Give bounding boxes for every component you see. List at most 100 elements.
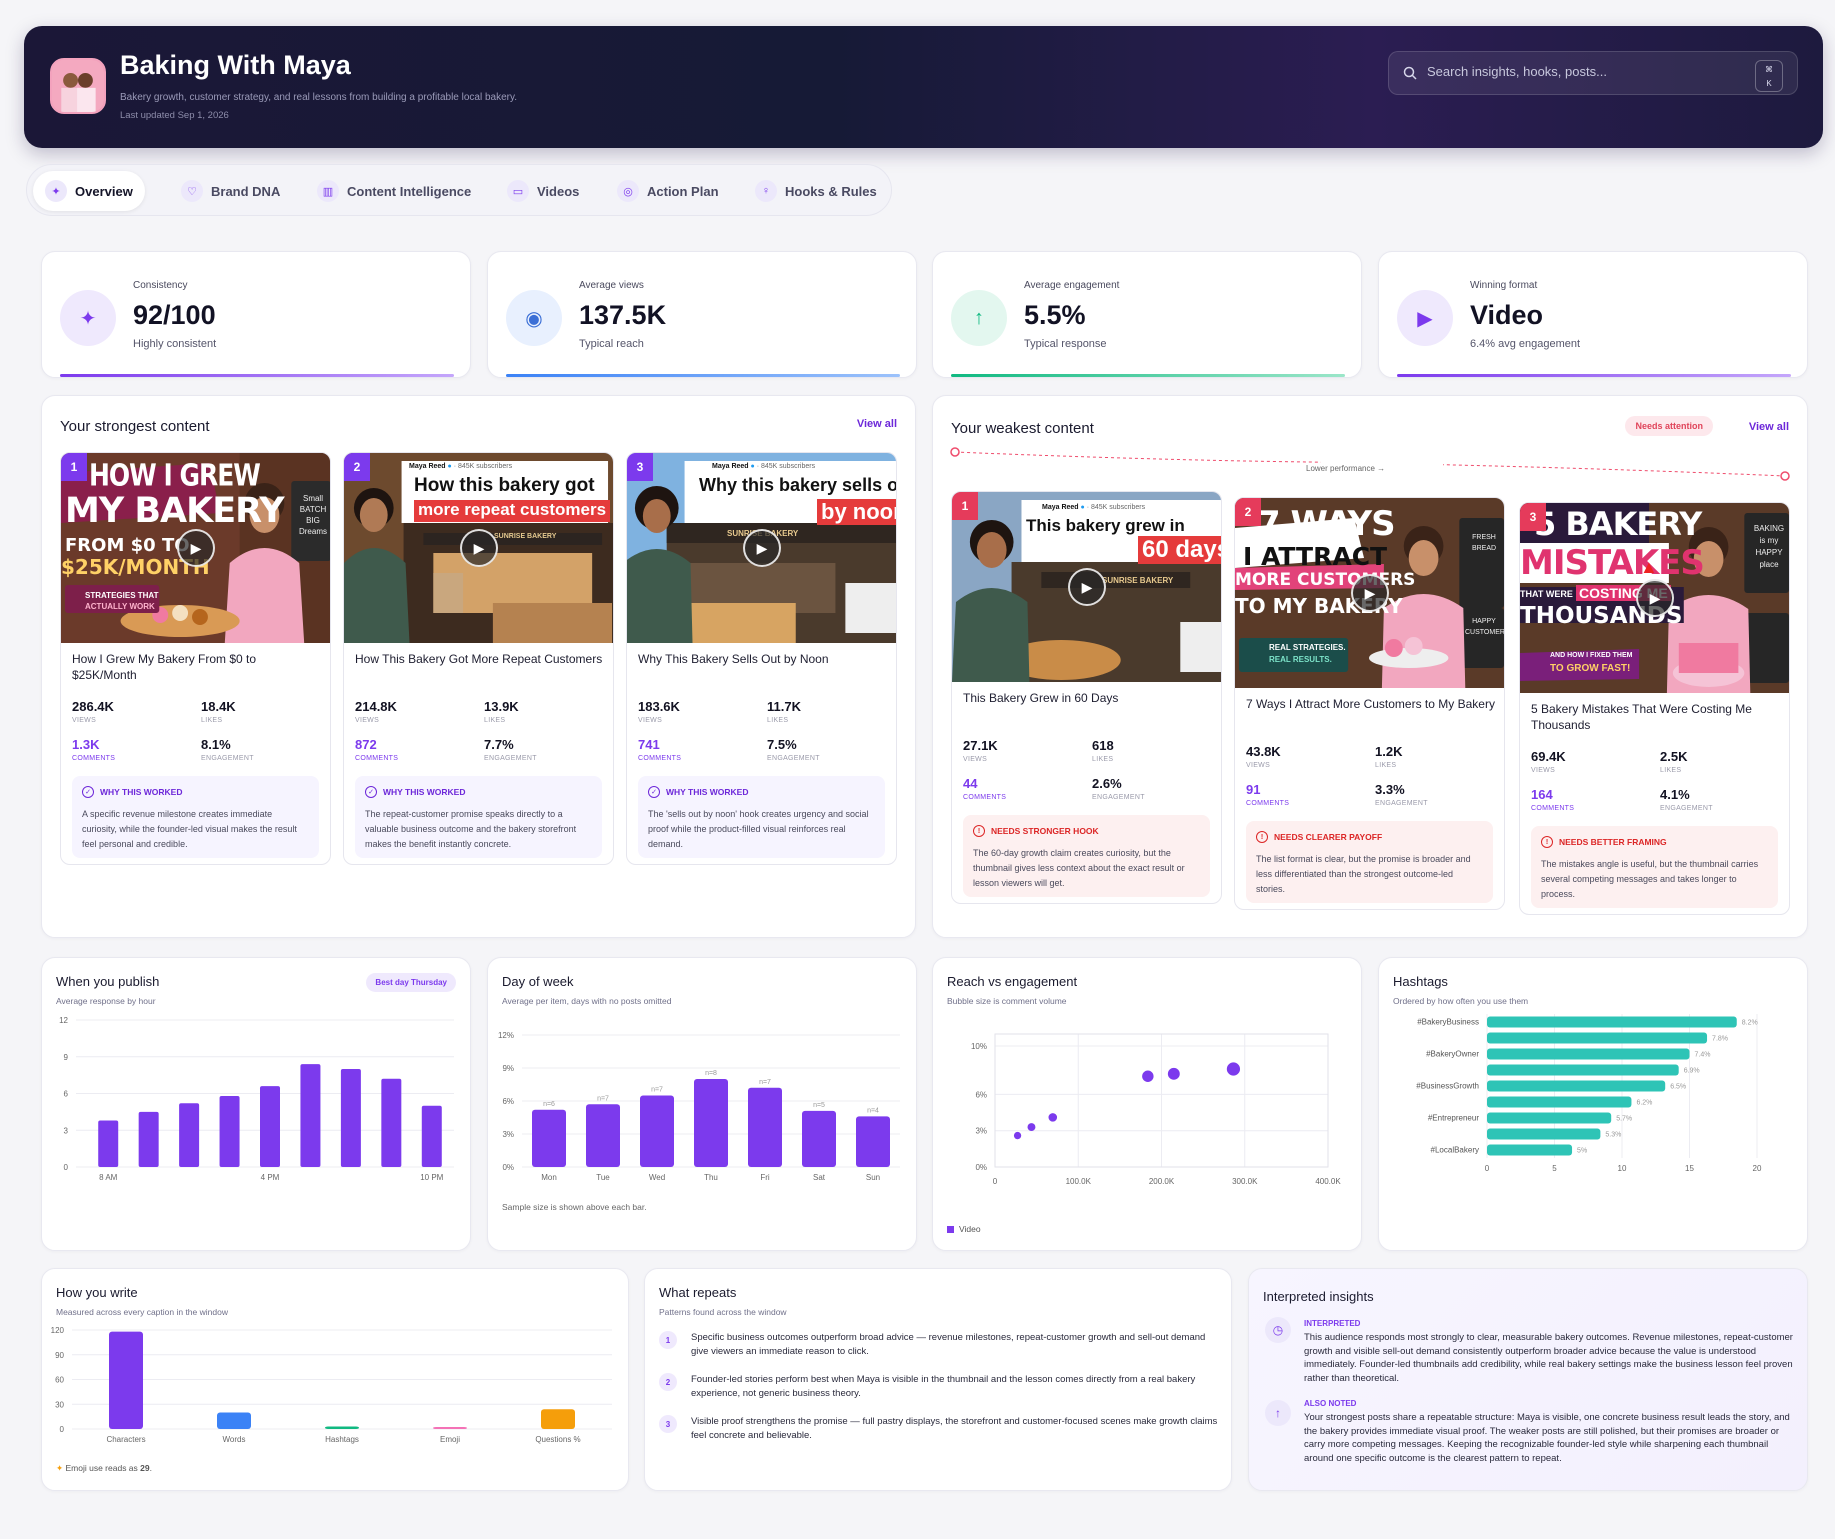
- author-meta: · 845K subscribers: [756, 463, 816, 470]
- eye-icon: ◉: [506, 290, 562, 346]
- why-heading: ! NEEDS CLEARER PAYOFF: [1256, 831, 1483, 843]
- y-tick-label: 0: [60, 1425, 65, 1434]
- y-tick-label: 0%: [502, 1163, 514, 1172]
- scatter-point: [1142, 1070, 1154, 1082]
- thumbnail-highlight: more repeat customers: [414, 500, 611, 522]
- sample-size-label: n=6: [543, 1101, 555, 1108]
- kpi-card-views: ◉ Average views 137.5K Typical reach: [487, 251, 917, 378]
- why-text: The 'sells out by noon' hook creates urg…: [648, 809, 869, 849]
- video-card[interactable]: Maya Reed ● · 845K subscribers How this …: [343, 452, 614, 865]
- chart-subtitle: Average per item, days with no posts omi…: [502, 996, 672, 1006]
- bar: [325, 1426, 359, 1429]
- tab-hooks-rules[interactable]: ♀ Hooks & Rules: [743, 171, 889, 211]
- tab-label: Brand DNA: [211, 183, 281, 199]
- chart-subtitle: Bubble size is comment volume: [947, 996, 1067, 1006]
- pattern-text: Specific business outcomes outperform br…: [691, 1332, 1206, 1357]
- author-name: Maya Reed: [1042, 504, 1079, 511]
- x-tick-label: 100.0K: [1066, 1177, 1092, 1186]
- kpi-value: 92/100: [133, 300, 216, 330]
- sign-text: CUSTOMERS: [1465, 629, 1504, 636]
- tab-brand-dna[interactable]: ♡ Brand DNA: [169, 171, 292, 211]
- bar: [586, 1104, 620, 1167]
- play-icon[interactable]: ▶: [177, 529, 215, 567]
- scatter-point: [1226, 1062, 1241, 1076]
- sign-text: Dreams: [298, 527, 327, 536]
- video-card[interactable]: Maya Reed ● · 845K subscribers This bake…: [951, 491, 1222, 904]
- tab-action-plan[interactable]: ◎ Action Plan: [605, 171, 731, 211]
- play-icon[interactable]: ▶: [743, 529, 781, 567]
- y-tick-label: 0: [64, 1163, 69, 1172]
- x-tick-label: 4 PM: [261, 1173, 280, 1182]
- play-icon[interactable]: ▶: [1636, 579, 1674, 617]
- views-value: 69.4K: [1531, 749, 1566, 764]
- play-icon[interactable]: ▶: [460, 529, 498, 567]
- y-tick-label: 9: [64, 1053, 69, 1062]
- play-icon[interactable]: ▶: [1351, 574, 1389, 612]
- tab-overview[interactable]: ✦ Overview: [33, 171, 145, 211]
- performance-label: Lower performance →: [1306, 464, 1386, 473]
- thumbnail-text: MY BAKERY: [65, 491, 285, 531]
- thumbnail-highlight: by noon: [817, 499, 896, 525]
- pattern-text: Visible proof strengthens the promise — …: [691, 1416, 1218, 1441]
- arrow-up-icon: ↑: [951, 290, 1007, 346]
- bar-value-label: 6.9%: [1684, 1068, 1700, 1075]
- why-title: WHY THIS WORKED: [100, 787, 183, 797]
- view-all-link[interactable]: View all: [1748, 421, 1789, 433]
- video-thumbnail: 7 WAYS I ATTRACT MORE CUSTOMERS TO MY BA…: [1235, 498, 1504, 688]
- views-value: 286.4K: [72, 699, 114, 714]
- search-box[interactable]: ⌘K: [1388, 51, 1798, 95]
- bar: [219, 1095, 240, 1167]
- comments-value: 872: [355, 737, 377, 752]
- views-label: VIEWS: [963, 756, 988, 763]
- pattern-number: 2: [659, 1373, 677, 1391]
- scatter-point: [1013, 1131, 1022, 1140]
- reach-engagement-chart: Reach vs engagement Bubble size is comme…: [932, 957, 1362, 1251]
- thumbnail-text: HOW I GREW: [89, 458, 261, 493]
- bar: [1487, 1112, 1612, 1124]
- y-tick-label: 3%: [975, 1127, 987, 1136]
- thumbnail-text: AND HOW I FIXED THEM: [1550, 652, 1633, 659]
- publish-time-chart: When you publish Average response by hou…: [41, 957, 471, 1251]
- thumbnail-sign: Small BATCH BIG Dreams: [297, 493, 329, 537]
- kpi-accent-bar: [506, 374, 900, 377]
- tab-content-intelligence[interactable]: ▥ Content Intelligence: [305, 171, 483, 211]
- search-input[interactable]: [1427, 64, 1727, 79]
- sign-text: HAPPY: [1755, 548, 1783, 557]
- comments-label: COMMENTS: [355, 755, 399, 762]
- comments-label: COMMENTS: [638, 755, 682, 762]
- video-card[interactable]: HOW I GREW MY BAKERY FROM $0 TO $25K/MON…: [60, 452, 331, 865]
- video-card[interactable]: Maya Reed ● · 845K subscribers Why this …: [626, 452, 897, 865]
- video-card[interactable]: 5 BAKERY MISTAKES ▲ THAT WERE COSTING ME…: [1519, 502, 1790, 915]
- comments-label: COMMENTS: [72, 755, 116, 762]
- y-tick-label: 6%: [502, 1097, 514, 1106]
- shop-sign: SUNRISE BAKERY: [1102, 576, 1174, 585]
- play-icon[interactable]: ▶: [1068, 568, 1106, 606]
- bar: [179, 1103, 200, 1167]
- x-tick-label: Characters: [106, 1435, 145, 1444]
- x-tick-label: Wed: [649, 1173, 665, 1182]
- sign-text: BATCH: [299, 505, 327, 514]
- bar: [109, 1331, 143, 1429]
- section-subtitle: Patterns found across the window: [659, 1307, 787, 1317]
- comments-value: 741: [638, 737, 660, 752]
- bar: [381, 1078, 402, 1167]
- likes-label: LIKES: [1660, 767, 1682, 774]
- x-tick-label: 10 PM: [420, 1173, 443, 1182]
- view-all-link[interactable]: View all: [856, 418, 897, 430]
- what-repeats-panel: What repeats Patterns found across the w…: [644, 1268, 1232, 1491]
- tab-videos[interactable]: ▭ Videos: [495, 171, 591, 211]
- section-title: Your weakest content: [951, 420, 1094, 437]
- bar: [98, 1120, 119, 1167]
- bar: [1487, 1128, 1601, 1140]
- strongest-content-panel: Your strongest content View all HOW I GR…: [41, 395, 916, 938]
- video-card[interactable]: 7 WAYS I ATTRACT MORE CUSTOMERS TO MY BA…: [1234, 497, 1505, 910]
- kbd-command: ⌘: [1765, 65, 1773, 74]
- comments-value: 1.3K: [72, 737, 100, 752]
- comments-value: 164: [1531, 787, 1553, 802]
- likes-label: LIKES: [767, 717, 789, 724]
- last-updated: Last updated Sep 1, 2026: [120, 110, 229, 121]
- thumbnail-headline: This bakery grew in: [1026, 516, 1185, 535]
- tab-label: Videos: [537, 183, 580, 199]
- hashtags-bar-chart: 0 5 10 15 20 8.2% #BakeryBusiness 7.8% 7.4% #Bake…: [1416, 1014, 1762, 1173]
- why-title: NEEDS CLEARER PAYOFF: [1274, 832, 1383, 842]
